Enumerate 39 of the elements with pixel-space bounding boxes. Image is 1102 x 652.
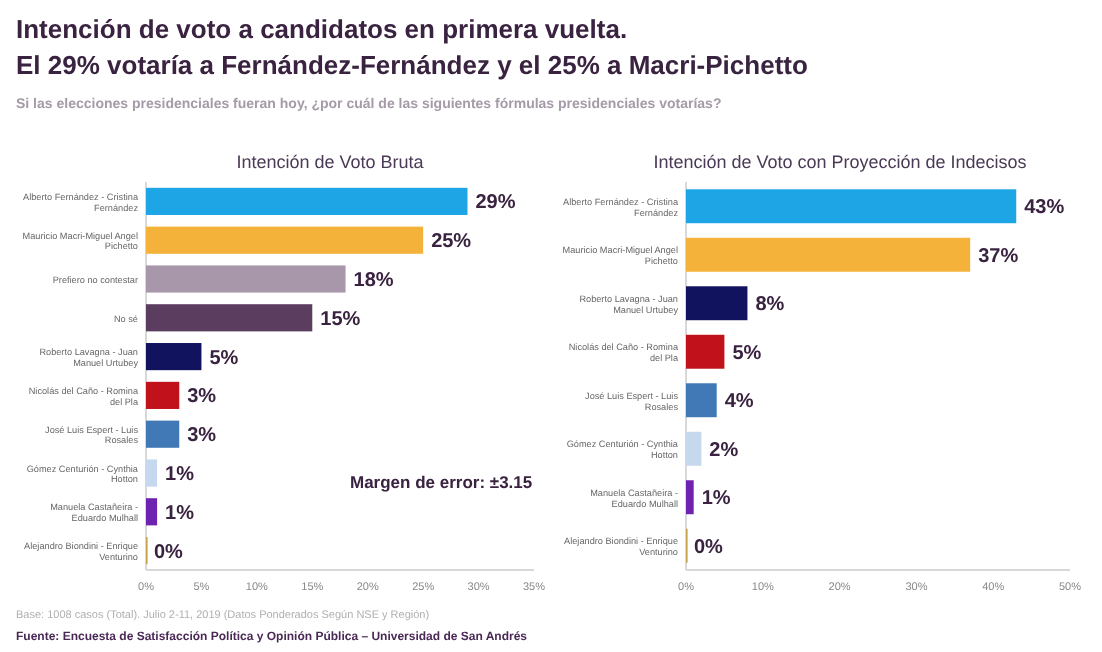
text: El 29% votaría a Fernández-Fernández y el 25% a Macri-Pichetto [16, 50, 808, 80]
data-label: 0% [154, 541, 184, 564]
data-label: 43% [1024, 197, 1065, 220]
bar [146, 304, 313, 332]
data-label: 1% [165, 464, 195, 486]
bar [146, 498, 158, 526]
chart-title: Intención de Voto con Proyección de Indecisos [653, 152, 1028, 172]
bar [686, 189, 1017, 224]
data-label: 29% [475, 192, 516, 215]
data-label: 3% [187, 386, 217, 409]
data-label: 3% [187, 425, 217, 448]
data-label: 25% [431, 231, 472, 254]
data-label: 5% [209, 347, 239, 370]
data-label: 8% [755, 294, 785, 317]
bar [686, 237, 971, 272]
bar [686, 383, 717, 418]
annotation: Margen de error: ±3.15 [350, 472, 533, 492]
data-label: 37% [978, 245, 1019, 268]
data-label: 2% [709, 439, 739, 462]
data-label: 0% [694, 536, 724, 559]
bar [686, 431, 702, 466]
chart-title: Intención de Voto Bruta [236, 152, 424, 172]
text: Intención de voto a candidatos en primera vuelta. [16, 14, 628, 44]
bar [686, 480, 694, 515]
bar [686, 286, 748, 321]
data-label: 1% [165, 502, 195, 525]
data-label: 18% [353, 270, 394, 292]
bar [146, 226, 424, 254]
data-label: 4% [724, 391, 754, 414]
bar [146, 420, 180, 448]
bar [146, 265, 346, 293]
bar [146, 187, 468, 215]
data-label: 1% [701, 488, 731, 511]
data-label: 5% [732, 342, 762, 365]
bar [146, 459, 158, 487]
bar [686, 334, 725, 369]
bar [146, 343, 202, 371]
bar [146, 381, 180, 409]
data-label: 15% [320, 308, 361, 331]
